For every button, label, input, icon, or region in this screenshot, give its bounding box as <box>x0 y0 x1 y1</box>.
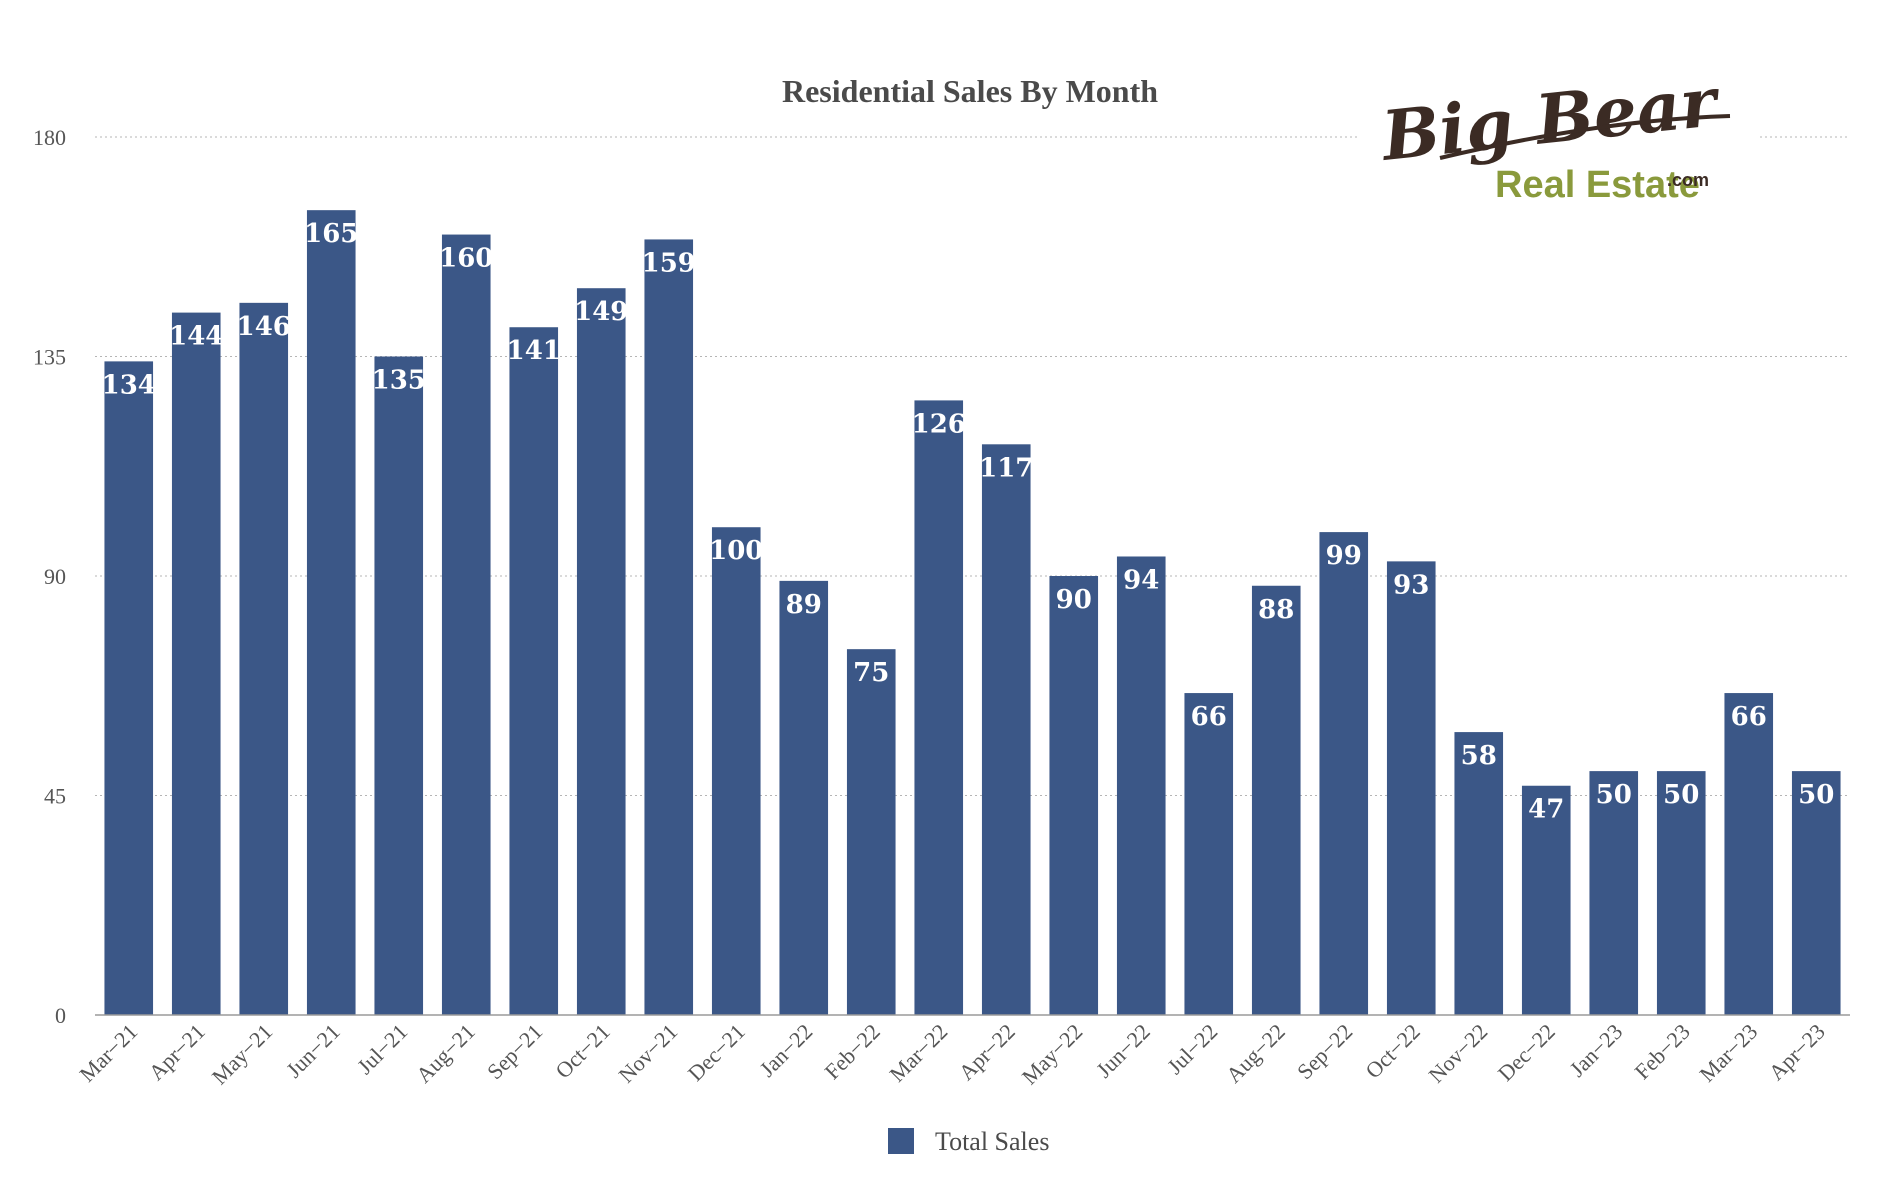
bar-value-label: 135 <box>372 366 426 396</box>
bar-value-label: 47 <box>1528 795 1564 825</box>
bar <box>1521 785 1571 1015</box>
bar-value-label: 159 <box>642 248 696 278</box>
bars <box>104 210 1841 1016</box>
bar-value-label: 134 <box>102 370 156 400</box>
x-tick-label: Mar−22 <box>884 1019 952 1087</box>
x-tick-label: Jan−22 <box>755 1019 818 1082</box>
y-tick-label: 45 <box>44 784 66 809</box>
bar-value-label: 146 <box>237 312 291 342</box>
logo: Big Bear Real Estate .com <box>1360 62 1760 208</box>
x-tick-label: Feb−22 <box>819 1019 884 1084</box>
y-axis-ticks: 0 45 90 135 180 <box>33 125 66 1028</box>
chart-title: Residential Sales By Month <box>782 73 1158 109</box>
x-tick-label: Oct−22 <box>1360 1019 1424 1083</box>
legend-label: Total Sales <box>935 1127 1049 1156</box>
bar-labels: 134 144 146 165 135 160 141 149 159 100 89 75 126 117… <box>102 219 1835 825</box>
bar-value-label: 75 <box>853 658 889 688</box>
bar <box>914 400 964 1015</box>
bar-value-label: 50 <box>1596 780 1632 810</box>
x-tick-label: Jun−21 <box>281 1019 345 1083</box>
bar <box>374 356 424 1015</box>
bar-value-label: 141 <box>507 336 561 366</box>
x-tick-label: Dec−21 <box>683 1019 750 1086</box>
x-tick-label: Sep−22 <box>1292 1019 1357 1084</box>
bar-value-label: 149 <box>574 297 628 327</box>
x-tick-label: Dec−22 <box>1493 1019 1560 1086</box>
bar-value-label: 50 <box>1663 780 1699 810</box>
y-tick-label: 90 <box>44 564 66 589</box>
x-tick-label: Jan−23 <box>1565 1019 1628 1082</box>
x-tick-label: Mar−21 <box>74 1019 142 1087</box>
bar <box>441 234 491 1016</box>
bar <box>1724 693 1774 1015</box>
bar <box>576 288 626 1015</box>
bar <box>644 239 694 1015</box>
bar <box>171 312 221 1016</box>
bar <box>239 302 289 1015</box>
bar-value-label: 50 <box>1798 780 1834 810</box>
bar-value-label: 90 <box>1056 585 1092 615</box>
logo-swash <box>1439 114 1731 160</box>
legend-swatch <box>888 1128 914 1154</box>
bar-value-label: 126 <box>912 409 966 439</box>
x-tick-label: Jun−22 <box>1091 1019 1155 1083</box>
x-tick-label: Feb−23 <box>1629 1019 1694 1084</box>
x-tick-label: Jul−22 <box>1162 1019 1222 1079</box>
bar <box>1251 585 1301 1015</box>
bar-value-label: 88 <box>1258 595 1294 625</box>
x-tick-label: Nov−21 <box>613 1019 682 1088</box>
bar <box>104 361 154 1015</box>
x-tick-label: Mar−23 <box>1694 1019 1762 1087</box>
x-tick-label: Apr−22 <box>954 1019 1020 1085</box>
x-tick-label: Aug−22 <box>1221 1019 1290 1088</box>
x-tick-label: May−21 <box>207 1019 278 1090</box>
y-tick-label: 135 <box>33 345 66 370</box>
x-tick-label: Jul−21 <box>352 1019 412 1079</box>
x-tick-label: Nov−22 <box>1423 1019 1492 1088</box>
x-tick-label: May−22 <box>1017 1019 1088 1090</box>
bar <box>306 210 356 1015</box>
bar-value-label: 93 <box>1393 570 1429 600</box>
y-tick-label: 180 <box>33 125 66 150</box>
bar <box>1386 561 1436 1015</box>
bar <box>711 527 761 1015</box>
bar <box>1049 576 1099 1015</box>
bar-value-label: 165 <box>304 219 358 249</box>
bar-value-label: 117 <box>979 453 1033 483</box>
bar <box>1116 556 1166 1015</box>
x-tick-label: Oct−21 <box>550 1019 614 1083</box>
bar <box>779 580 829 1015</box>
bar-value-label: 100 <box>709 536 763 566</box>
bar <box>1791 771 1841 1015</box>
legend: Total Sales <box>888 1127 1049 1156</box>
bar-value-label: 160 <box>439 244 493 274</box>
bar-value-label: 66 <box>1191 702 1227 732</box>
bar-value-label: 89 <box>786 590 822 620</box>
bar <box>1184 693 1234 1015</box>
bar-value-label: 94 <box>1123 565 1159 595</box>
bar <box>1319 532 1369 1015</box>
bar <box>846 649 896 1015</box>
bar <box>1656 771 1706 1015</box>
x-tick-label: Apr−23 <box>1764 1019 1830 1085</box>
x-tick-label: Sep−21 <box>482 1019 547 1084</box>
logo-subtitle: Real Estate <box>1495 164 1700 206</box>
bar <box>981 444 1031 1015</box>
bar-value-label: 58 <box>1461 741 1497 771</box>
bar-value-label: 66 <box>1731 702 1767 732</box>
bar-value-label: 99 <box>1326 541 1362 571</box>
bar-value-label: 144 <box>169 322 223 352</box>
bar <box>1454 732 1504 1015</box>
logo-domain-suffix: .com <box>1667 170 1709 190</box>
y-tick-label: 0 <box>55 1003 66 1028</box>
bar <box>509 327 559 1015</box>
bar <box>1589 771 1639 1015</box>
x-tick-label: Apr−21 <box>144 1019 210 1085</box>
x-tick-label: Aug−21 <box>411 1019 480 1088</box>
